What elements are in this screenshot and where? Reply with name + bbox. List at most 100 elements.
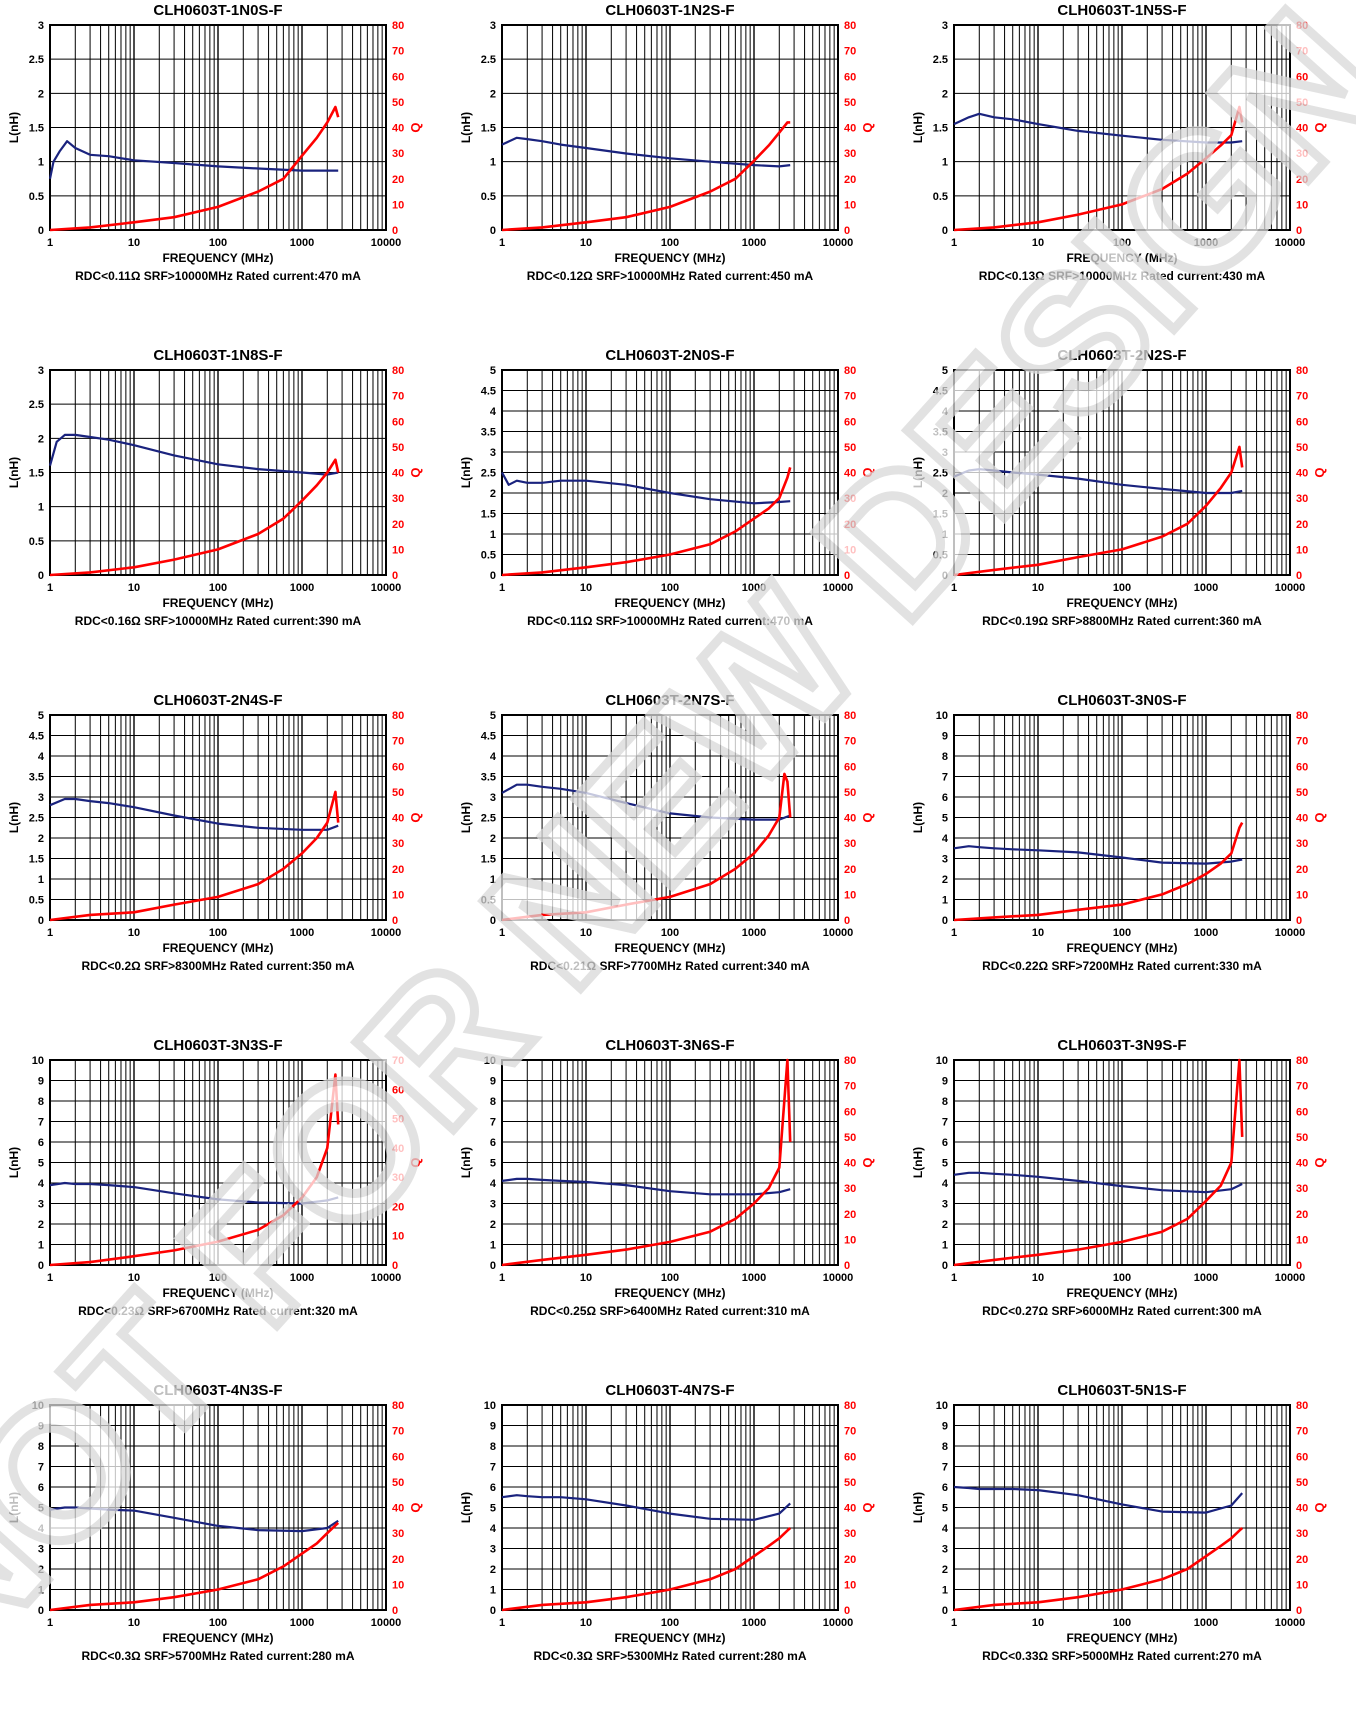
chart-svg: CLH0603T-4N3S-F0123456789100102030405060… (7, 1382, 423, 1663)
x-tick-label: 1 (951, 1272, 957, 1284)
chart-panel: CLH0603T-1N8S-F 0 0.5 1 1.5 2 2.5 3 0 10 20 30 40 50 6… (0, 345, 452, 685)
y-right-tick-label: 80 (1296, 365, 1308, 377)
x-tick-label: 100 (1113, 582, 1131, 594)
y-left-tick-label: 2 (490, 833, 496, 845)
q-series-line (501, 467, 792, 577)
x-axis-label: FREQUENCY (MHz) (1066, 596, 1177, 610)
y-left-tick-label: 8 (490, 1441, 496, 1453)
y-right-axis-label: Q (860, 122, 875, 132)
y-left-tick-label: 9 (942, 1421, 948, 1433)
chart-caption: RDC<0.22Ω SRF>7200MHz Rated current:330 … (982, 959, 1262, 973)
y-left-tick-label: 2 (38, 88, 44, 100)
x-tick-label: 1000 (742, 927, 766, 939)
y-left-tick-label: 2 (942, 874, 948, 886)
x-tick-label: 1000 (1194, 1272, 1218, 1284)
y-left-tick-label: 4 (942, 406, 949, 418)
y-right-tick-label: 40 (392, 813, 404, 825)
y-right-tick-label: 80 (1296, 20, 1308, 32)
chart-panel: CLH0603T-3N3S-F 0 1 2 3 4 5 6 7 8 9 10 0 10 20 30 40 50 60… (0, 1035, 452, 1375)
q-series-line (501, 1058, 792, 1267)
chart-title: CLH0603T-3N9S-F (1057, 1037, 1186, 1054)
y-left-tick-label: 0 (38, 1260, 44, 1272)
x-tick-label: 1 (47, 1272, 53, 1284)
x-axis-label: FREQUENCY (MHz) (162, 596, 273, 610)
y-right-tick-label: 30 (392, 838, 404, 850)
y-right-tick-label: 20 (392, 519, 404, 531)
y-right-tick-label: 80 (844, 710, 856, 722)
y-left-tick-label: 5 (942, 1158, 948, 1170)
y-left-tick-label: 0 (490, 225, 496, 237)
x-tick-label: 10000 (371, 1272, 402, 1284)
chart-svg: CLH0603T-2N4S-F00.511.522.533.544.550102… (7, 692, 423, 973)
y-left-tick-label: 3 (490, 20, 496, 32)
y-right-tick-label: 20 (844, 1554, 856, 1566)
x-tick-label: 100 (209, 237, 227, 249)
y-right-tick-label: 30 (1296, 148, 1308, 160)
y-right-tick-label: 20 (1296, 1554, 1308, 1566)
y-left-tick-label: 0 (490, 570, 496, 582)
y-left-tick-label: 2.5 (29, 813, 44, 825)
y-left-tick-label: 0.5 (481, 895, 496, 907)
y-left-tick-label: 8 (942, 1096, 948, 1108)
y-right-tick-label: 70 (844, 1081, 856, 1093)
y-left-axis-label: L(nH) (459, 1492, 473, 1523)
x-tick-label: 1 (499, 1617, 505, 1629)
x-axis-label: FREQUENCY (MHz) (162, 251, 273, 265)
chart-title: CLH0603T-1N2S-F (605, 2, 734, 19)
y-right-tick-label: 10 (1296, 544, 1308, 556)
y-right-tick-label: 0 (844, 1605, 850, 1617)
y-right-tick-label: 80 (1296, 1400, 1308, 1412)
y-right-tick-label: 20 (844, 864, 856, 876)
x-axis-label: FREQUENCY (MHz) (162, 1631, 273, 1645)
y-left-tick-label: 9 (38, 1076, 44, 1088)
y-right-tick-label: 10 (392, 199, 404, 211)
y-right-tick-label: 80 (392, 365, 404, 377)
chart-title: CLH0603T-4N3S-F (153, 1382, 282, 1399)
y-left-tick-label: 5 (942, 813, 948, 825)
y-right-tick-label: 40 (392, 123, 404, 135)
chart-panel: CLH0603T-5N1S-F 0 1 2 3 4 5 6 7 8 9 10 0 10 20 30 40 50 60… (904, 1380, 1356, 1720)
y-left-tick-label: 9 (490, 1421, 496, 1433)
y-right-tick-label: 0 (1296, 225, 1302, 237)
y-left-tick-label: 4.5 (933, 386, 948, 398)
y-left-tick-label: 1.5 (933, 123, 948, 135)
y-right-axis-label: Q (408, 122, 423, 132)
y-left-tick-label: 2 (942, 88, 948, 100)
x-tick-label: 10 (580, 1617, 592, 1629)
y-left-tick-label: 0 (38, 570, 44, 582)
x-tick-label: 10 (128, 582, 140, 594)
y-left-tick-label: 5 (490, 1503, 496, 1515)
q-series-line (953, 1058, 1244, 1267)
chart-title: CLH0603T-3N3S-F (153, 1037, 282, 1054)
y-right-tick-label: 10 (844, 1579, 856, 1591)
y-right-tick-label: 0 (1296, 1605, 1302, 1617)
y-left-tick-label: 6 (490, 1482, 496, 1494)
y-left-tick-label: 0 (490, 915, 496, 927)
y-right-tick-label: 60 (392, 1451, 404, 1463)
q-series-line (953, 445, 1244, 577)
plot-frame (49, 1059, 387, 1266)
y-left-tick-label: 7 (942, 1462, 948, 1474)
y-right-tick-label: 80 (844, 20, 856, 32)
y-left-tick-label: 0 (942, 1260, 948, 1272)
x-tick-label: 1 (499, 582, 505, 594)
y-left-tick-label: 0 (490, 1260, 496, 1272)
x-tick-label: 100 (661, 237, 679, 249)
y-left-tick-label: 0 (942, 225, 948, 237)
y-left-tick-label: 7 (490, 1117, 496, 1129)
y-right-tick-label: 40 (844, 1503, 856, 1515)
y-right-tick-label: 10 (1296, 889, 1308, 901)
chart-svg: CLH0603T-2N2S-F00.511.522.533.544.550102… (911, 347, 1327, 628)
y-left-tick-label: 4 (38, 751, 45, 763)
x-tick-label: 100 (661, 582, 679, 594)
q-series-line (953, 1527, 1244, 1612)
y-right-axis-label: Q (860, 1157, 875, 1167)
y-left-tick-label: 6 (942, 792, 948, 804)
y-right-tick-label: 0 (1296, 570, 1302, 582)
y-right-tick-label: 20 (392, 864, 404, 876)
y-right-tick-label: 70 (392, 46, 404, 58)
y-left-tick-label: 2 (38, 1564, 44, 1576)
y-right-tick-label: 30 (1296, 493, 1308, 505)
y-left-tick-label: 10 (936, 1400, 948, 1412)
y-left-tick-label: 7 (38, 1462, 44, 1474)
